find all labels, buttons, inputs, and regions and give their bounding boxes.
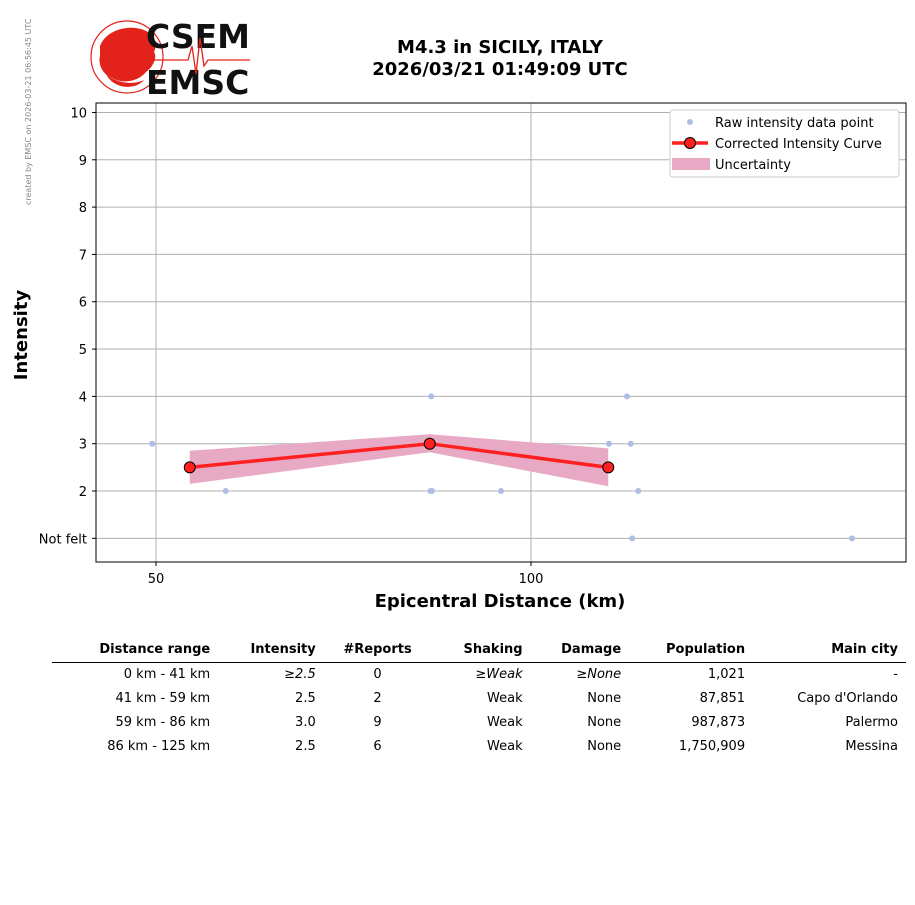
- cell-population: 87,851: [699, 691, 746, 706]
- header-damage: Damage: [530, 640, 630, 663]
- cell-reports: 9: [373, 715, 382, 730]
- table-row: 0 km - 41 km ≥2.5 0 ≥Weak ≥None 1,021 -: [52, 663, 906, 688]
- uncertainty-band: [189, 434, 609, 487]
- cell-distance-range: 0 km - 41 km: [123, 667, 211, 682]
- cell-population: 1,021: [707, 667, 746, 682]
- cell-intensity: 2.5: [295, 691, 316, 706]
- header-population: Population: [629, 640, 754, 663]
- logo-graphic: CSEM EMSC: [90, 17, 250, 102]
- legend-uncertainty-swatch: [672, 158, 710, 170]
- cell-main-city: Messina: [845, 739, 898, 754]
- x-axis-label: Epicentral Distance (km): [375, 591, 626, 612]
- raw-data-point: [428, 393, 435, 400]
- y-tick-label: Not felt: [39, 532, 87, 547]
- raw-data-point: [849, 535, 855, 542]
- raw-data-point: [149, 440, 156, 447]
- raw-data-point: [222, 488, 229, 495]
- y-tick-label: 7: [79, 248, 87, 263]
- cell-main-city: Capo d'Orlando: [797, 691, 898, 706]
- cell-reports: 0: [373, 667, 382, 682]
- cell-population: 1,750,909: [678, 739, 746, 754]
- curve-point: [423, 437, 436, 450]
- table-header-row: Distance range Intensity #Reports Shakin…: [52, 640, 906, 663]
- y-tick-label: 4: [79, 390, 87, 405]
- raw-data-point: [624, 393, 630, 400]
- cell-intensity: ≥2.5: [284, 667, 316, 682]
- cell-damage: None: [587, 739, 622, 754]
- intensity-curve: [183, 437, 615, 474]
- intensity-table: Distance range Intensity #Reports Shakin…: [52, 640, 906, 759]
- y-tick-label: 8: [79, 201, 87, 216]
- cell-damage: None: [587, 691, 622, 706]
- cell-population: 987,873: [691, 715, 746, 730]
- curve-point: [602, 461, 615, 474]
- cell-distance-range: 41 km - 59 km: [115, 691, 211, 706]
- y-axis-label: Intensity: [11, 290, 32, 381]
- cell-reports: 6: [373, 739, 382, 754]
- y-tick-label: 10: [70, 106, 87, 121]
- legend-raw-label: Raw intensity data point: [715, 116, 874, 131]
- y-tick-label: 9: [79, 154, 87, 169]
- y-tick-label: 5: [79, 343, 87, 358]
- cell-damage: None: [587, 715, 622, 730]
- csem-emsc-logo: CSEM EMSC: [88, 16, 258, 102]
- intensity-chart: Not felt 2 3 4 5 6 7 8 9 10 50 100 Epicentral Dista…: [11, 102, 907, 612]
- cell-shaking: Weak: [487, 691, 523, 706]
- logo-globe-outline: [90, 20, 164, 94]
- legend-raw-marker: [687, 119, 693, 125]
- raw-data-point: [635, 488, 642, 495]
- cell-main-city: -: [893, 667, 898, 682]
- x-tick-label: 100: [519, 572, 544, 587]
- cell-main-city: Palermo: [845, 715, 898, 730]
- plot-frame: [95, 102, 907, 563]
- curve-point: [183, 461, 196, 474]
- legend-frame: [669, 109, 900, 178]
- cell-distance-range: 86 km - 125 km: [107, 739, 211, 754]
- logo-africa-map: [106, 74, 144, 87]
- y-tick-label: 6: [79, 296, 87, 311]
- uncertainty-area: [189, 434, 609, 487]
- raw-data-point: [627, 440, 634, 447]
- cell-shaking: Weak: [487, 739, 523, 754]
- cell-reports: 2: [373, 691, 382, 706]
- title-datetime: 2026/03/21 01:49:09 UTC: [372, 59, 628, 80]
- cell-intensity: 2.5: [295, 739, 316, 754]
- cell-intensity: 3.0: [295, 715, 316, 730]
- logo-csem-text: CSEM: [146, 17, 250, 56]
- raw-data-point: [498, 488, 504, 495]
- logo-emsc-text: EMSC: [146, 63, 249, 98]
- legend-curve-marker: [684, 137, 696, 149]
- raw-data-point: [429, 488, 435, 495]
- raw-data-point: [629, 535, 636, 542]
- legend-curve-label: Corrected Intensity Curve: [715, 137, 882, 152]
- header-intensity: Intensity: [218, 640, 324, 663]
- raw-data-point: [606, 440, 612, 447]
- legend-uncertainty-label: Uncertainty: [715, 158, 791, 173]
- cell-shaking: Weak: [487, 715, 523, 730]
- header-main-city: Main city: [753, 640, 906, 663]
- header-shaking: Shaking: [433, 640, 531, 663]
- x-tick-label: 50: [148, 572, 165, 587]
- logo-europe-map: [99, 27, 156, 82]
- cell-damage: ≥None: [576, 667, 622, 682]
- header-distance-range: Distance range: [52, 640, 219, 663]
- logo-seismogram-line: [144, 37, 250, 75]
- cell-shaking: ≥Weak: [475, 667, 523, 682]
- axes: Not felt 2 3 4 5 6 7 8 9 10 50 100: [39, 102, 907, 587]
- raw-points: [149, 393, 855, 542]
- legend: Raw intensity data point Corrected Inten…: [669, 109, 900, 178]
- table-row: 41 km - 59 km 2.5 2 Weak None 87,851 Cap…: [52, 687, 906, 711]
- y-tick-label: 3: [79, 438, 87, 453]
- title-event: M4.3 in SICILY, ITALY: [397, 37, 603, 58]
- cell-distance-range: 59 km - 86 km: [115, 715, 211, 730]
- y-tick-label: 2: [79, 485, 87, 500]
- table-row: 59 km - 86 km 3.0 9 Weak None 987,873 Pa…: [52, 711, 906, 735]
- chart-title: M4.3 in SICILY, ITALY 2026/03/21 01:49:0…: [300, 37, 700, 81]
- table-row: 86 km - 125 km 2.5 6 Weak None 1,750,909…: [52, 735, 906, 759]
- header-reports: #Reports: [323, 640, 434, 663]
